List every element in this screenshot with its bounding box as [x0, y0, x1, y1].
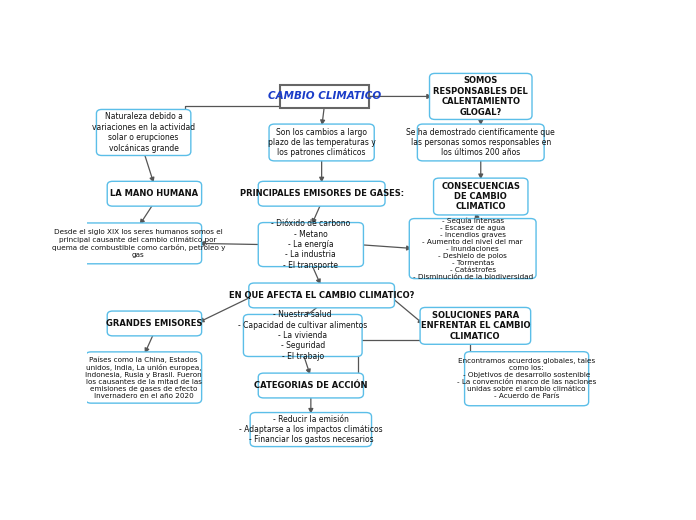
FancyBboxPatch shape — [258, 373, 363, 398]
Text: - Sequía intensas
- Escasez de agua
- Incendios graves
- Aumento del nivel del m: - Sequía intensas - Escasez de agua - In… — [413, 217, 533, 280]
Text: Desde el siglo XIX los seres humanos somos el
principal causante del cambio clim: Desde el siglo XIX los seres humanos som… — [52, 229, 225, 258]
Text: CONSECUENCIAS
DE CAMBIO
CLIMATICO: CONSECUENCIAS DE CAMBIO CLIMATICO — [441, 181, 520, 212]
Text: SOLUCIONES PARA
ENFRENTAR EL CAMBIO
CLIMATICO: SOLUCIONES PARA ENFRENTAR EL CAMBIO CLIM… — [420, 311, 530, 341]
FancyBboxPatch shape — [429, 73, 532, 120]
Text: Se ha demostrado científicamente que
las personas somos responsables en
los últi: Se ha demostrado científicamente que las… — [406, 127, 555, 158]
FancyBboxPatch shape — [86, 352, 202, 403]
FancyBboxPatch shape — [244, 315, 362, 357]
FancyBboxPatch shape — [249, 283, 395, 308]
FancyBboxPatch shape — [269, 124, 374, 161]
Text: CAMBIO CLIMATICO: CAMBIO CLIMATICO — [268, 92, 381, 101]
FancyBboxPatch shape — [409, 218, 536, 279]
Text: Naturaleza debido a
variaciones en la actividad
solar o erupciones
volcánicas gr: Naturaleza debido a variaciones en la ac… — [92, 112, 195, 152]
FancyBboxPatch shape — [434, 178, 528, 215]
FancyBboxPatch shape — [75, 223, 202, 264]
FancyBboxPatch shape — [107, 181, 202, 206]
Text: GRANDES EMISORES: GRANDES EMISORES — [106, 319, 203, 328]
FancyBboxPatch shape — [258, 223, 363, 267]
FancyBboxPatch shape — [420, 307, 530, 344]
FancyBboxPatch shape — [280, 85, 369, 108]
Text: PRINCIPALES EMISORES DE GASES:: PRINCIPALES EMISORES DE GASES: — [239, 189, 404, 198]
FancyBboxPatch shape — [258, 181, 385, 206]
Text: - Dióxido de carbono
- Metano
- La energía
- La industria
- El transporte: - Dióxido de carbono - Metano - La energ… — [271, 219, 351, 270]
FancyBboxPatch shape — [97, 109, 191, 155]
Text: CATEGORIAS DE ACCIÓN: CATEGORIAS DE ACCIÓN — [254, 381, 367, 390]
Text: Países como la China, Estados
unidos, India, La unión europea,
Indonesia, Rusia : Países como la China, Estados unidos, In… — [86, 356, 202, 399]
Text: Son los cambios a largo
plazo de las temperaturas y
los patrones climáticos: Son los cambios a largo plazo de las tem… — [268, 127, 376, 158]
Text: LA MANO HUMANA: LA MANO HUMANA — [111, 189, 198, 198]
Text: - Reducir la emisión
- Adaptarse a los impactos climáticos
- Financiar los gasto: - Reducir la emisión - Adaptarse a los i… — [239, 414, 383, 445]
FancyBboxPatch shape — [250, 412, 372, 447]
Text: EN QUE AFECTA EL CAMBIO CLIMATICO?: EN QUE AFECTA EL CAMBIO CLIMATICO? — [229, 291, 414, 300]
Text: Encontramos acuerdos globales, tales
como los:
- Objetivos de desarrollo sosteni: Encontramos acuerdos globales, tales com… — [457, 358, 596, 399]
Text: - Nuestra salud
- Capacidad de cultivar alimentos
- La vivienda
- Seguridad
- El: - Nuestra salud - Capacidad de cultivar … — [238, 310, 367, 361]
FancyBboxPatch shape — [107, 311, 202, 336]
FancyBboxPatch shape — [465, 352, 589, 406]
Text: SOMOS
RESPONSABLES DEL
CALENTAMIENTO
GLOGAL?: SOMOS RESPONSABLES DEL CALENTAMIENTO GLO… — [434, 76, 528, 116]
FancyBboxPatch shape — [418, 124, 544, 161]
